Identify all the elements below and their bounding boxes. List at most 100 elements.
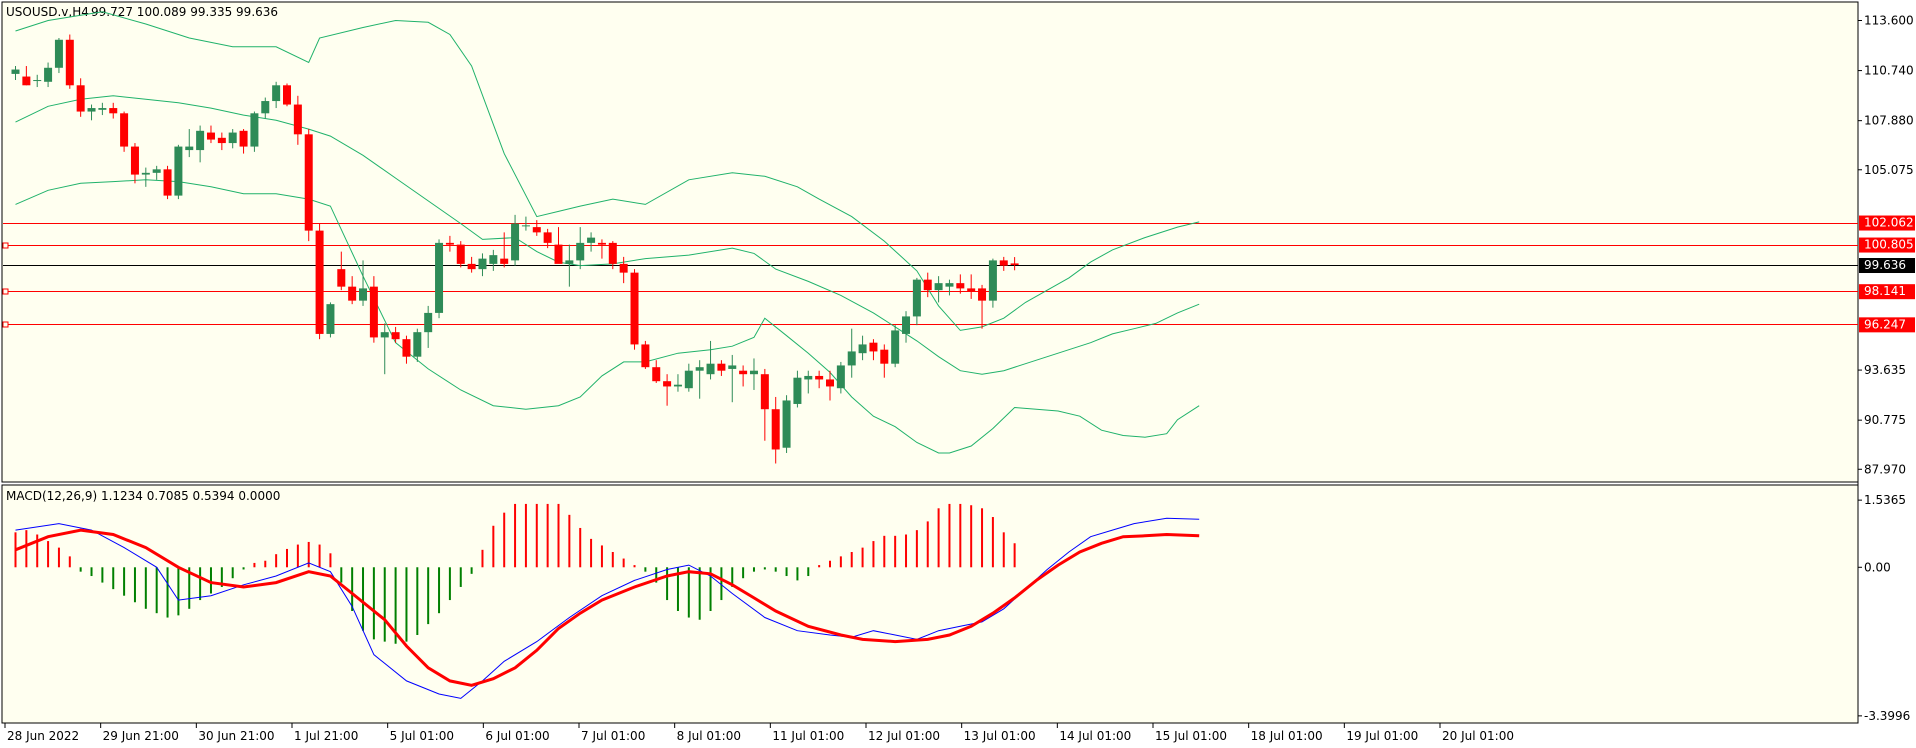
candle-body: [283, 85, 291, 105]
candle-body: [978, 288, 987, 301]
candle-body: [109, 108, 118, 114]
candle-body: [402, 339, 411, 357]
candle-body: [695, 367, 704, 371]
candle-body: [65, 39, 74, 86]
macd-tick-label: 1.5365: [1864, 493, 1906, 507]
candle-body: [597, 242, 606, 245]
candle-body: [782, 400, 791, 448]
candle-body: [33, 80, 42, 82]
candle-body: [988, 260, 997, 301]
candle-body: [880, 349, 889, 364]
candle-body: [749, 370, 758, 375]
candle-body: [445, 242, 454, 245]
candle-body: [326, 304, 335, 334]
candle-body: [435, 242, 444, 313]
candle-body: [1010, 263, 1019, 266]
time-tick-label: 5 Jul 01:00: [390, 729, 454, 743]
candle-body: [684, 370, 693, 389]
macd-axis: 1.5365 0.00 -3.3996: [1858, 493, 1910, 723]
macd-tick-label: 0.00: [1864, 560, 1891, 574]
price-axis: 113.600 110.740 107.880 105.075 93.635 90.775…: [1858, 14, 1914, 476]
level-price-badge: [1859, 317, 1915, 333]
bollinger-upper-band: [15, 11, 1200, 331]
candle-body: [923, 279, 932, 291]
candle-body: [228, 132, 237, 144]
price-badges: 102.062 100.805 98.141 96.247 99.636: [1859, 215, 1915, 333]
candle-body: [608, 242, 617, 264]
candle-body: [728, 365, 737, 369]
candle-body: [130, 146, 139, 175]
candle-body: [815, 375, 824, 380]
time-axis: 28 Jun 2022 29 Jun 21:00 30 Jun 21:00 1 Jul…: [4, 723, 1514, 743]
candle-body: [956, 283, 965, 289]
candle-body: [760, 374, 769, 410]
macd-signal-line: [14, 528, 1200, 687]
time-tick-label: 12 Jul 01:00: [868, 729, 940, 743]
candle-body: [261, 101, 270, 114]
price-tick-label: 113.600: [1864, 14, 1914, 28]
candle-body: [315, 230, 324, 334]
candle-body: [196, 130, 205, 151]
candle-body: [847, 351, 856, 366]
level-price-badge-label: 98.141: [1864, 284, 1906, 298]
price-tick-label: 105.075: [1864, 163, 1914, 177]
candle-body: [565, 260, 574, 264]
macd-label: MACD(12,26,9) 1.1234 0.7085 0.5394 0.000…: [6, 489, 280, 503]
candle-body: [369, 286, 378, 338]
price-chart-panel[interactable]: [1, 1, 1859, 483]
ohlc-values: 99.727 100.089 99.335 99.636: [91, 5, 278, 19]
candle-body: [391, 332, 400, 340]
candle-body: [739, 370, 748, 375]
candle-body: [272, 85, 281, 102]
candle-body: [337, 269, 346, 287]
level-price-badge-label: 96.247: [1864, 317, 1906, 331]
candle-body: [348, 286, 357, 301]
candle-body: [293, 104, 302, 135]
candle-body: [717, 363, 726, 371]
candle-body: [554, 244, 563, 264]
candle-body: [511, 223, 520, 261]
level-line-handle[interactable]: [2, 321, 9, 328]
level-line-handle[interactable]: [2, 242, 9, 249]
candle-body: [673, 384, 682, 387]
time-tick-label: 7 Jul 01:00: [581, 729, 645, 743]
candle-body: [489, 255, 498, 264]
candle-body: [945, 283, 954, 287]
candle-body: [217, 137, 226, 144]
macd-panel[interactable]: [1, 484, 1859, 724]
candle-body: [521, 225, 530, 227]
candle-body: [467, 263, 476, 270]
time-tick-label: 18 Jul 01:00: [1251, 729, 1323, 743]
candle-body: [902, 316, 911, 334]
candle-body: [543, 232, 552, 243]
level-price-badge: [1859, 284, 1915, 300]
macd-tick-label: -3.3996: [1864, 709, 1910, 723]
candle-body: [576, 242, 585, 261]
level-price-badge: [1859, 215, 1915, 231]
candle-body: [22, 76, 31, 86]
candle-body: [98, 108, 107, 110]
candle-body: [500, 258, 509, 264]
candle-body: [869, 342, 878, 352]
time-tick-label: 28 Jun 2022: [7, 729, 79, 743]
candle-body: [771, 409, 780, 450]
candle-body: [456, 244, 465, 264]
time-tick-label: 20 Jul 01:00: [1442, 729, 1514, 743]
time-tick-label: 11 Jul 01:00: [772, 729, 844, 743]
price-tick-label: 107.880: [1864, 114, 1914, 128]
candle-body: [424, 312, 433, 333]
price-tick-label: 110.740: [1864, 64, 1914, 78]
candle-body: [304, 134, 313, 231]
price-tick-label: 90.775: [1864, 413, 1906, 427]
candle-body: [891, 330, 900, 364]
candle-body: [152, 169, 161, 173]
candle-body: [174, 146, 183, 196]
current-price-badge: [1859, 258, 1915, 274]
time-tick-label: 1 Jul 21:00: [294, 729, 358, 743]
candle-body: [912, 279, 921, 317]
candle-body: [836, 365, 845, 389]
level-line-handle[interactable]: [2, 288, 9, 295]
candle-body: [141, 172, 150, 175]
candle-body: [206, 132, 215, 140]
